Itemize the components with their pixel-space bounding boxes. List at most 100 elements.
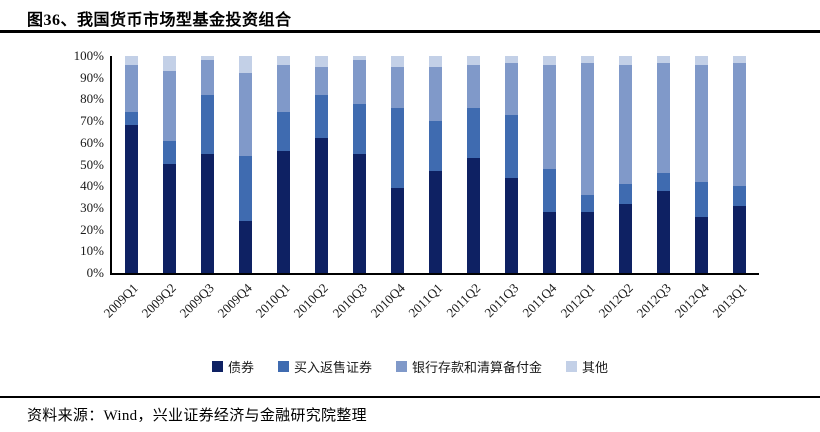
x-tick-label: 2012Q2 (595, 280, 636, 321)
bar-segment-series-2 (124, 112, 138, 126)
bar-segment-series-4 (695, 56, 709, 65)
bar-2009Q3 (200, 56, 214, 273)
x-tick-label: 2011Q1 (405, 280, 446, 321)
bar-segment-series-4 (619, 56, 633, 65)
y-tick-label: 60% (80, 134, 104, 150)
bar-segment-series-3 (124, 64, 138, 113)
bar-segment-series-3 (466, 64, 480, 109)
x-tick-label: 2010Q2 (290, 280, 332, 321)
bar-segment-series-4 (466, 56, 480, 65)
bar-segment-series-4 (124, 56, 138, 65)
bar-segment-series-3 (619, 64, 633, 185)
bar-2011Q2 (466, 56, 480, 273)
x-tick-label: 2010Q4 (367, 280, 408, 321)
x-tick-label: 2011Q2 (443, 280, 484, 321)
legend-item-3: 银行存款和清算备付金 (396, 357, 542, 376)
bar-segment-series-2 (504, 114, 518, 178)
bar-segment-series-2 (200, 95, 214, 154)
legend-swatch-icon (396, 361, 407, 372)
bar-segment-series-3 (276, 64, 290, 113)
figure-title: 图36、我国货币市场型基金投资组合 (27, 12, 292, 29)
bar-segment-series-1 (466, 157, 480, 273)
bar-segment-series-3 (428, 66, 442, 122)
bar-segment-series-3 (581, 62, 595, 195)
y-tick-label: 80% (80, 91, 104, 107)
x-tick-label: 2011Q4 (519, 280, 560, 321)
bar-2011Q1 (428, 56, 442, 273)
bar-2010Q3 (352, 56, 366, 273)
bar-segment-series-4 (162, 56, 176, 72)
bar-segment-series-2 (238, 155, 252, 221)
x-tick-label: 2009Q3 (176, 280, 218, 321)
legend-label: 买入返售证券 (293, 360, 372, 375)
bar-segment-series-1 (657, 190, 671, 273)
bar-2009Q1 (124, 56, 138, 273)
bar-segment-series-2 (466, 108, 480, 158)
bar-segment-series-4 (657, 56, 671, 63)
x-tick-label: 2009Q2 (138, 280, 179, 321)
bar-segment-series-3 (695, 64, 709, 182)
bar-row (112, 56, 759, 273)
bar-segment-series-2 (619, 184, 633, 204)
y-tick-label: 40% (80, 178, 104, 194)
bar-segment-series-3 (390, 66, 404, 109)
bar-segment-series-4 (504, 56, 518, 63)
bar-2011Q4 (543, 56, 557, 273)
bar-2009Q4 (238, 56, 252, 273)
legend-swatch-icon (277, 361, 289, 372)
bar-2012Q3 (657, 56, 671, 273)
legend-swatch-icon (211, 361, 223, 372)
bar-segment-series-1 (543, 212, 557, 273)
x-axis: 2009Q1 2009Q2 2009Q3 2009Q4 2010Q1 2010Q2 2010… (101, 277, 759, 345)
bar-segment-series-1 (314, 138, 328, 273)
y-tick-label: 0% (86, 265, 104, 280)
x-tick-label: 2012Q4 (671, 280, 712, 321)
bar-segment-series-2 (657, 173, 671, 191)
bar-2010Q4 (390, 56, 404, 273)
legend-item-1: 债券 (211, 357, 254, 376)
x-tick-label: 2012Q3 (633, 280, 674, 321)
bar-segment-series-4 (543, 56, 557, 65)
bar-segment-series-1 (619, 203, 633, 273)
bar-segment-series-2 (162, 140, 176, 165)
bar-segment-series-2 (543, 168, 557, 213)
bar-segment-series-4 (352, 56, 366, 61)
bar-segment-series-4 (200, 56, 214, 61)
footer-divider (0, 396, 820, 398)
bar-segment-series-1 (238, 220, 252, 273)
bar-segment-series-4 (428, 56, 442, 67)
x-tick-label: 2010Q3 (329, 280, 370, 321)
plot-area (110, 56, 759, 275)
legend-label: 债券 (227, 360, 254, 375)
bar-segment-series-3 (314, 66, 328, 96)
bar-2011Q3 (504, 56, 518, 273)
x-tick-label: 2013Q1 (709, 280, 750, 321)
y-tick-label: 70% (80, 113, 104, 129)
legend-item-4: 其他 (566, 357, 608, 376)
y-axis: 0% 10% 20% 30% 40% 50% 60% 70% 80% 90% 100% (0, 48, 104, 280)
bar-segment-series-1 (124, 125, 138, 273)
bar-segment-series-3 (504, 62, 518, 115)
bar-segment-series-2 (352, 103, 366, 154)
y-tick-label: 10% (80, 243, 104, 259)
x-tick-label: 2009Q1 (100, 280, 141, 321)
bar-2010Q1 (276, 56, 290, 273)
y-tick-label: 50% (80, 156, 104, 172)
x-tick-label: 2010Q1 (252, 280, 294, 321)
bar-segment-series-4 (314, 56, 328, 67)
bar-segment-series-3 (238, 73, 252, 156)
bar-segment-series-2 (390, 108, 404, 189)
bar-segment-series-4 (390, 56, 404, 67)
bar-segment-series-1 (390, 188, 404, 273)
bar-segment-series-3 (543, 64, 557, 169)
y-tick-label: 100% (73, 48, 104, 63)
bar-segment-series-4 (733, 56, 747, 63)
bar-2012Q4 (695, 56, 709, 273)
x-tick-label: 2011Q3 (481, 280, 522, 321)
bar-segment-series-3 (657, 62, 671, 174)
bar-segment-series-4 (276, 56, 290, 65)
x-tick-label: 2012Q1 (557, 280, 598, 321)
bar-segment-series-1 (733, 205, 747, 273)
bar-segment-series-1 (200, 153, 214, 273)
bar-segment-series-2 (428, 121, 442, 171)
